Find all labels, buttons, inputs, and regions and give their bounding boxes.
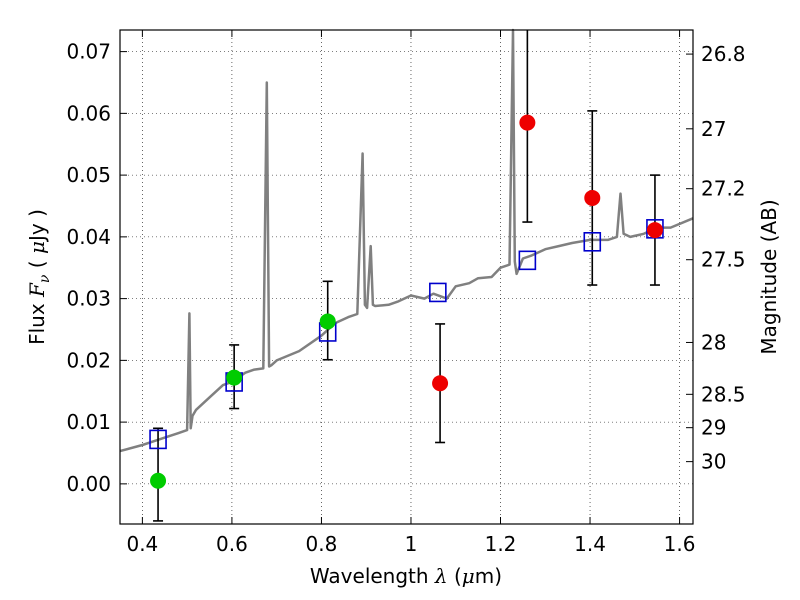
y-axis-label: Flux Fν ( μJy ) [25, 209, 53, 345]
x-tick-label: 1 [405, 532, 418, 556]
x-tick-label: 0.8 [306, 532, 338, 556]
magnitude-tick-label: 27.2 [701, 177, 746, 201]
red-flux-point [646, 222, 663, 239]
y-tick-label: 0.07 [66, 40, 111, 64]
y-tick-label: 0.00 [66, 472, 111, 496]
x-axis-label: Wavelength λ (μm) [310, 564, 502, 588]
y-tick-label: 0.03 [66, 287, 111, 311]
magnitude-tick-label: 29 [701, 416, 726, 440]
magnitude-tick-label: 27 [701, 117, 726, 141]
y-tick-label: 0.01 [66, 410, 111, 434]
x-tick-label: 1.4 [574, 532, 606, 556]
x-tick-label: 1.2 [485, 532, 517, 556]
detection-point [150, 472, 167, 489]
magnitude-tick-label: 30 [701, 450, 726, 474]
model-spectrum [119, 28, 694, 453]
magnitude-axis-ticks: 26.8 27 27.2 27.5 28 28.5 29 30 [686, 42, 746, 474]
data-markers [149, 114, 664, 489]
y-tick-label: 0.06 [66, 101, 111, 125]
red-flux-point [584, 189, 601, 206]
x-tick-label: 0.6 [216, 532, 248, 556]
y-axis-ticks: 0.00 0.01 0.02 0.03 0.04 0.05 0.06 0.07 [66, 40, 127, 496]
magnitude-axis-label: Magnitude (AB) [757, 199, 781, 354]
magnitude-tick-label: 26.8 [701, 42, 746, 66]
model-photometry-square [429, 282, 447, 303]
red-flux-point [519, 114, 536, 131]
x-tick-label: 0.4 [126, 532, 158, 556]
model-spectrum-line [119, 28, 694, 453]
detection-point [226, 369, 243, 386]
model-photometry-square [518, 250, 537, 271]
detection-point [319, 313, 336, 330]
y-tick-label: 0.04 [66, 225, 111, 249]
y-tick-label: 0.05 [66, 163, 111, 187]
y-tick-label: 0.02 [66, 348, 111, 372]
model-photometry-square [583, 232, 602, 252]
model-photometry-square [149, 429, 167, 450]
x-axis-ticks: 0.4 0.6 0.8 1 1.2 1.4 1.6 [126, 30, 695, 556]
x-tick-label: 1.6 [664, 532, 696, 556]
magnitude-tick-label: 28 [701, 330, 726, 354]
plot-frame [119, 29, 694, 525]
red-flux-point [432, 375, 449, 392]
magnitude-tick-label: 27.5 [701, 248, 746, 272]
magnitude-tick-label: 28.5 [701, 382, 746, 406]
